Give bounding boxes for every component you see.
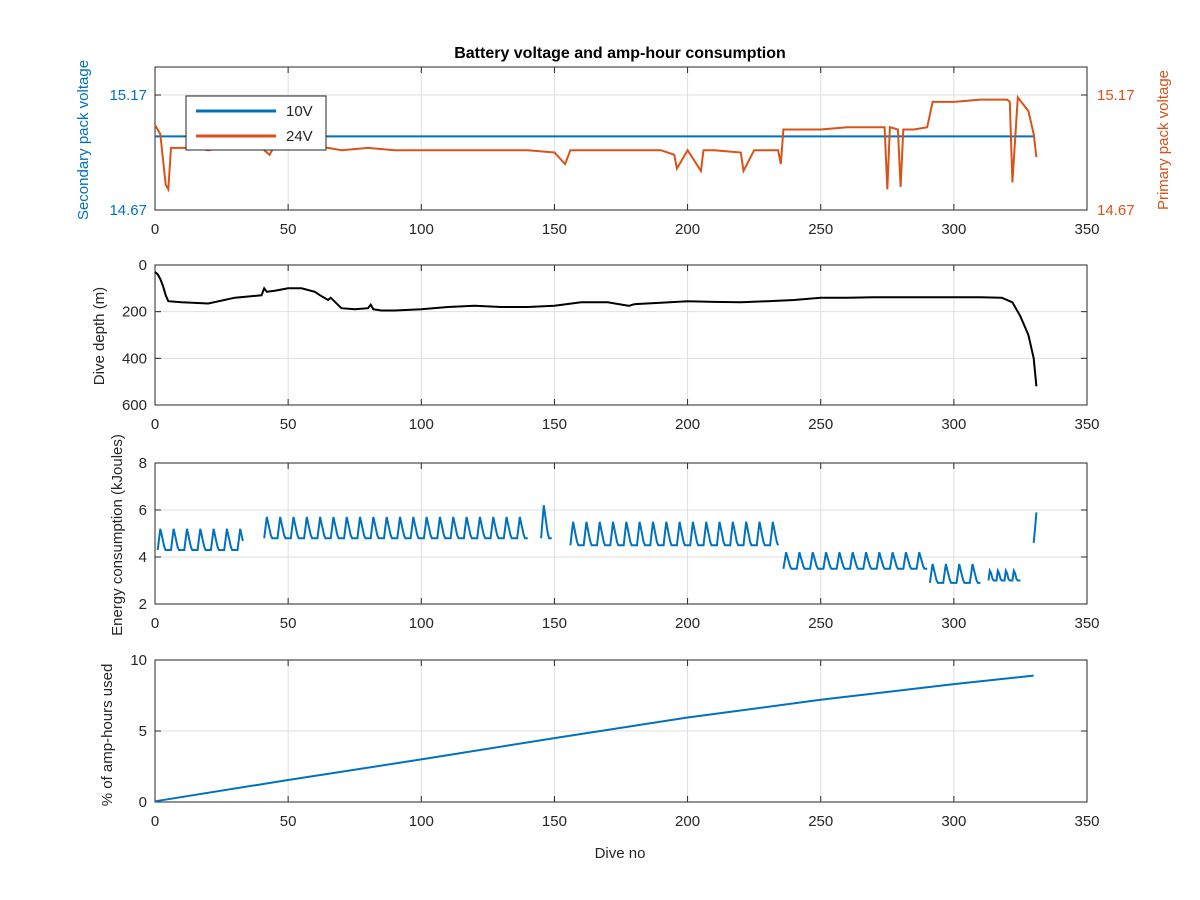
x-tick-label: 350 bbox=[1074, 416, 1099, 433]
y-tick-label: 5 bbox=[139, 723, 147, 740]
energy-line-segment bbox=[540, 505, 552, 540]
x-tick-label: 50 bbox=[280, 813, 297, 830]
x-tick-label: 100 bbox=[409, 615, 434, 632]
x-tick-label: 50 bbox=[280, 416, 297, 433]
y-tick-label: 2 bbox=[139, 596, 147, 613]
energy-line-segment bbox=[263, 516, 528, 540]
amp-hours-panel: % of amp-hours used Dive no 0 50 100 150 200… bbox=[99, 652, 1100, 862]
x-tick-label: 300 bbox=[941, 813, 966, 830]
y-tick-label: 600 bbox=[122, 397, 147, 414]
y-axis-label-right: Primary pack voltage bbox=[1155, 70, 1172, 210]
y-axis-label: % of amp-hours used bbox=[99, 664, 116, 807]
amp-hours-line bbox=[154, 674, 1034, 803]
energy-line-segment bbox=[156, 528, 244, 551]
x-tick-label: 300 bbox=[941, 416, 966, 433]
x-tick-label: 250 bbox=[808, 221, 833, 238]
y-tick-label: 4 bbox=[139, 549, 147, 566]
energy-line-segment bbox=[928, 563, 981, 584]
y-tick-label: 14.67 bbox=[109, 202, 147, 219]
y-tick-label: 15.17 bbox=[109, 87, 147, 104]
depth-line bbox=[154, 271, 1038, 387]
voltage-panel: Battery voltage and amp-hour consumption… bbox=[75, 45, 1172, 238]
x-tick-label: 150 bbox=[542, 416, 567, 433]
x-tick-label: 150 bbox=[542, 813, 567, 830]
x-tick-label: 250 bbox=[808, 615, 833, 632]
x-tick-label: 200 bbox=[675, 221, 700, 238]
legend-label-24v: 24V bbox=[286, 128, 313, 145]
x-tick-label: 0 bbox=[151, 221, 159, 238]
y-tick-label: 6 bbox=[139, 502, 147, 519]
y-axis-label: Dive depth (m) bbox=[91, 287, 108, 385]
energy-line-segment bbox=[1032, 512, 1038, 543]
legend-box bbox=[185, 95, 327, 151]
x-tick-label: 0 bbox=[151, 615, 159, 632]
x-tick-label: 350 bbox=[1074, 221, 1099, 238]
y-tick-label: 0 bbox=[139, 257, 147, 274]
legend-label-10v: 10V bbox=[286, 103, 313, 120]
x-tick-label: 250 bbox=[808, 416, 833, 433]
x-tick-label: 200 bbox=[675, 615, 700, 632]
plot-area bbox=[154, 462, 1088, 605]
x-tick-label: 100 bbox=[409, 416, 434, 433]
x-tick-label: 150 bbox=[542, 221, 567, 238]
x-tick-label: 100 bbox=[409, 221, 434, 238]
y-axis-label-left: Secondary pack voltage bbox=[75, 60, 92, 220]
x-tick-label: 350 bbox=[1074, 615, 1099, 632]
x-tick-label: 300 bbox=[941, 615, 966, 632]
y-tick-label: 200 bbox=[122, 304, 147, 321]
depth-panel: Dive depth (m) 0 50 100 150 200 250 300 350 0 200… bbox=[91, 257, 1100, 433]
energy-panel: Energy consumption (kJoules) 0 50 100 150 20… bbox=[109, 434, 1100, 636]
y-tick-label: 400 bbox=[122, 350, 147, 367]
chart-title: Battery voltage and amp-hour consumption bbox=[454, 45, 786, 62]
x-axis-label: Dive no bbox=[595, 845, 646, 862]
energy-line-segment bbox=[569, 521, 780, 547]
x-tick-label: 0 bbox=[151, 813, 159, 830]
y-tick-label: 10 bbox=[130, 652, 147, 669]
energy-line-segment bbox=[987, 567, 1021, 582]
x-tick-label: 50 bbox=[280, 615, 297, 632]
energy-line-segment bbox=[782, 552, 928, 570]
y-tick-label: 0 bbox=[139, 794, 147, 811]
x-tick-label: 250 bbox=[808, 813, 833, 830]
x-tick-label: 50 bbox=[280, 221, 297, 238]
x-tick-label: 350 bbox=[1074, 813, 1099, 830]
x-tick-label: 150 bbox=[542, 615, 567, 632]
y-tick-label-right: 14.67 bbox=[1097, 202, 1135, 219]
y-tick-label-right: 15.17 bbox=[1097, 87, 1135, 104]
plot-area bbox=[154, 264, 1088, 406]
x-tick-label: 200 bbox=[675, 416, 700, 433]
x-tick-label: 300 bbox=[941, 221, 966, 238]
x-tick-label: 100 bbox=[409, 813, 434, 830]
x-tick-label: 200 bbox=[675, 813, 700, 830]
x-tick-label: 0 bbox=[151, 416, 159, 433]
y-axis-label: Energy consumption (kJoules) bbox=[109, 434, 126, 636]
y-tick-label: 8 bbox=[139, 455, 147, 472]
